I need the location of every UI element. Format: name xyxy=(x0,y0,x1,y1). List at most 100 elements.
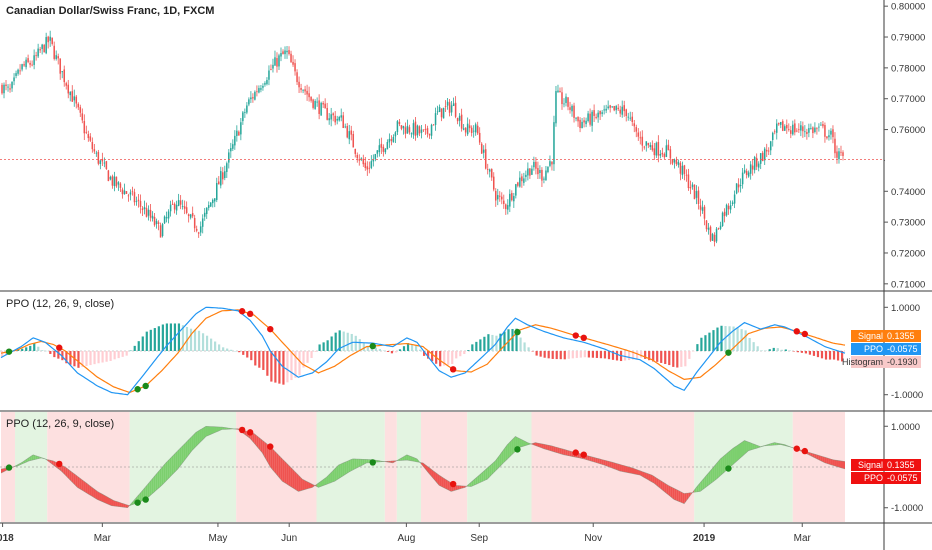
bearish-ribbon-fill xyxy=(99,492,102,502)
bearish-ribbon-fill xyxy=(91,486,94,498)
ppo-histogram-bar xyxy=(503,331,506,351)
bearish-ribbon-fill xyxy=(278,454,281,479)
ppo-histogram-bar xyxy=(700,337,703,351)
bearish-ribbon-fill xyxy=(543,444,546,450)
bullish-ribbon-fill xyxy=(322,478,325,486)
bullish-ribbon-fill xyxy=(521,439,524,447)
bullish-ribbon-fill xyxy=(324,477,327,486)
ppo-value-tag-value: -0.0575 xyxy=(887,344,918,354)
candle-body xyxy=(163,216,166,224)
bearish-ribbon-fill xyxy=(826,457,829,465)
bearish-ribbon-fill xyxy=(838,460,841,468)
bearish-ribbon-fill xyxy=(553,446,556,453)
candle-body xyxy=(474,124,477,133)
bullish-ribbon-fill xyxy=(702,477,705,490)
bullish-ribbon-fill xyxy=(728,450,731,469)
candle-body xyxy=(179,200,182,205)
bullish-ribbon-fill xyxy=(406,454,409,461)
ppo-histogram-bar xyxy=(527,347,530,351)
candle-body xyxy=(697,190,700,204)
candle-body xyxy=(812,127,814,134)
candle-body xyxy=(561,92,563,105)
candle-body xyxy=(653,148,656,156)
candle-body xyxy=(400,125,403,129)
candle-body xyxy=(222,172,224,180)
ppo-histogram-bar xyxy=(65,351,68,364)
candle-body xyxy=(115,176,118,187)
candle-body xyxy=(360,158,363,160)
ppo-histogram-bar xyxy=(193,329,197,351)
candle-body xyxy=(422,129,425,131)
candle-body xyxy=(436,111,439,113)
bearish-cross-marker xyxy=(580,334,587,342)
candle-body xyxy=(810,128,812,129)
bearish-ribbon-fill xyxy=(115,501,118,507)
bearish-ribbon-fill xyxy=(77,476,80,489)
bullish-ribbon-fill xyxy=(704,475,707,489)
bullish-ribbon-fill xyxy=(410,456,413,462)
candle-body xyxy=(125,191,128,194)
bullish-ribbon-fill xyxy=(179,446,182,467)
bearish-ribbon-fill xyxy=(63,465,66,476)
candle-body xyxy=(804,131,806,133)
candle-body xyxy=(482,149,485,153)
candle-body xyxy=(659,154,662,156)
ppo-histogram-bar xyxy=(583,351,586,358)
bearish-ribbon-fill xyxy=(541,443,544,449)
ppo-value-tag: PPO -0.0575 xyxy=(851,343,921,355)
bearish-cross-marker xyxy=(572,449,579,456)
bearish-ribbon-fill xyxy=(298,475,301,492)
bullish-ribbon-fill xyxy=(503,447,506,463)
candle-body xyxy=(266,80,268,85)
ppo-histogram-pane-title: PPO (12, 26, 9, close) xyxy=(6,298,115,310)
bullish-cross-marker xyxy=(514,328,521,336)
ppo-histogram-bar xyxy=(101,351,104,363)
candle-body xyxy=(189,214,192,218)
candle-body xyxy=(254,91,256,100)
bearish-ribbon-fill xyxy=(51,460,54,465)
candle-body xyxy=(444,106,447,107)
bearish-ribbon-fill xyxy=(621,464,624,472)
candle-body xyxy=(667,144,670,151)
candle-body xyxy=(304,89,306,92)
bearish-ribbon-fill xyxy=(445,478,448,490)
ppo-histogram-bar xyxy=(640,351,643,358)
bullish-ribbon-fill xyxy=(477,475,480,484)
candle-body xyxy=(201,218,204,227)
candle-body xyxy=(460,114,463,129)
candle-body xyxy=(171,203,174,205)
candle-body xyxy=(780,121,782,125)
candle-body xyxy=(328,118,330,121)
bullish-ribbon-fill xyxy=(511,438,514,456)
bullish-ribbon-fill xyxy=(201,427,204,441)
candle-body xyxy=(450,105,453,113)
candle-body xyxy=(842,152,844,156)
candle-body xyxy=(326,108,328,120)
candle-body xyxy=(517,182,519,186)
bullish-ribbon-fill xyxy=(346,460,349,474)
ppo-histogram-bar xyxy=(648,351,651,361)
candle-body xyxy=(681,165,684,176)
candle-body xyxy=(111,176,114,186)
candle-body xyxy=(778,123,780,125)
bullish-ribbon-fill xyxy=(340,463,343,478)
candle-body xyxy=(446,101,449,106)
bullish-ribbon-fill xyxy=(507,442,510,460)
bearish-ribbon-fill xyxy=(820,456,823,462)
candle-body xyxy=(729,205,732,210)
ppo-histogram-bar xyxy=(668,351,671,366)
candle-body xyxy=(205,207,208,215)
bullish-ribbon-fill xyxy=(348,459,351,473)
candle-body xyxy=(290,53,292,63)
bearish-ribbon-fill xyxy=(603,459,606,466)
ppo-histogram-bar xyxy=(310,351,313,358)
bullish-ribbon-fill xyxy=(479,473,482,483)
candle-body xyxy=(246,105,248,113)
candle-body xyxy=(85,131,88,133)
candle-body xyxy=(262,85,264,88)
candle-body xyxy=(398,121,401,125)
ppo-histogram-bar xyxy=(57,351,60,359)
candle-body xyxy=(294,63,296,72)
bearish-ribbon-fill xyxy=(539,443,542,448)
